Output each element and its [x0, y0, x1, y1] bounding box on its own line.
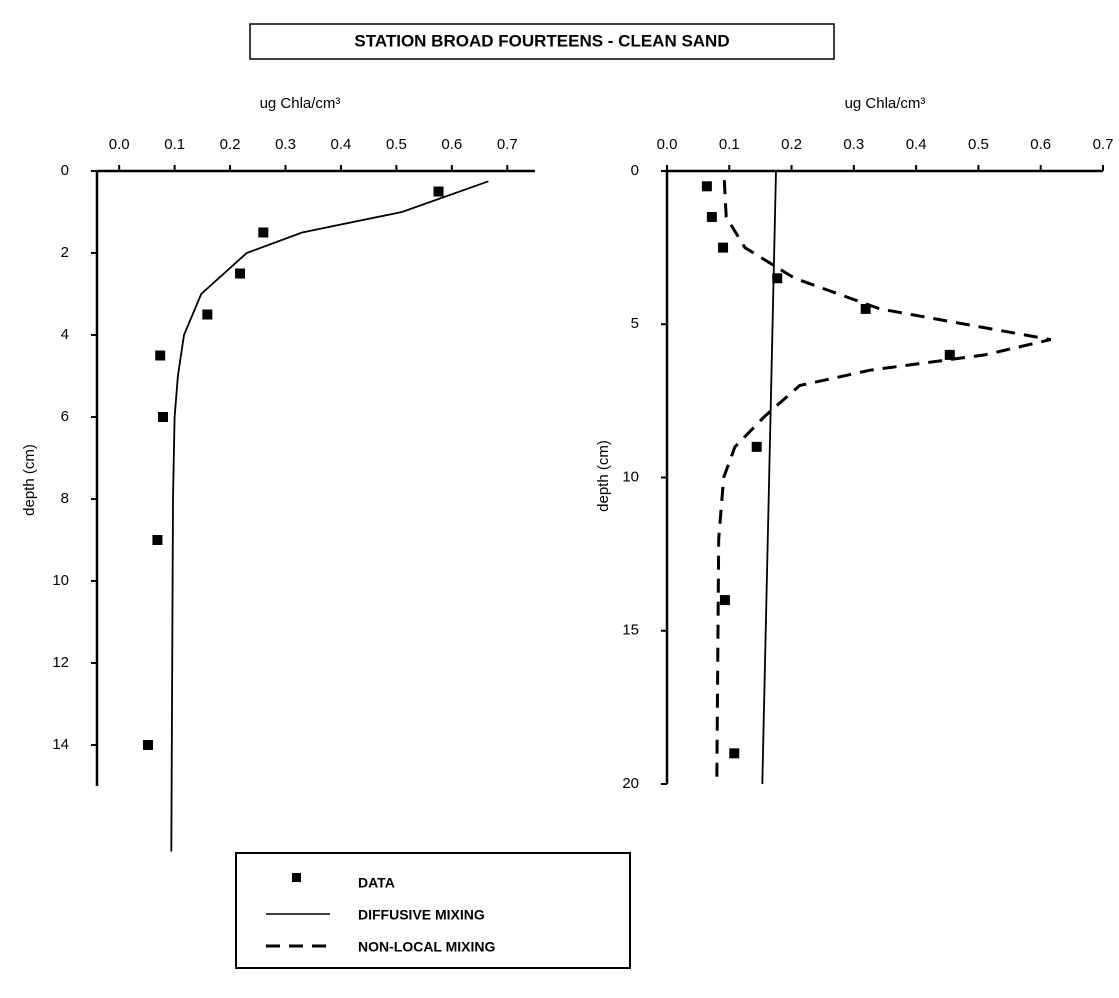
- y-tick-label: 15: [622, 622, 639, 639]
- x-axis-label: ug Chla/cm³: [260, 95, 341, 112]
- x-tick-label: 0.3: [275, 136, 296, 153]
- legend-label: NON-LOCAL MIXING: [358, 939, 496, 955]
- data-point: [152, 535, 163, 545]
- y-tick-label: 10: [622, 468, 639, 485]
- dashed-curve: [715, 180, 1052, 785]
- y-tick-label: 4: [61, 326, 69, 343]
- data-point: [258, 227, 269, 238]
- legend-box: [235, 852, 631, 969]
- x-tick-label: 0.5: [968, 136, 989, 153]
- legend-marker: [292, 873, 301, 882]
- x-tick-label: 0.5: [386, 136, 407, 153]
- y-axis-label: depth (cm): [21, 444, 38, 516]
- figure-title: STATION BROAD FOURTEENS - CLEAN SAND: [354, 31, 729, 50]
- x-tick-label: 0.3: [843, 136, 864, 153]
- legend-label: DATA: [358, 875, 395, 891]
- x-tick-label: 0.7: [497, 136, 518, 153]
- x-tick-label: 0.4: [906, 136, 927, 153]
- data-point: [701, 181, 712, 192]
- x-tick-label: 0.1: [164, 136, 185, 153]
- data-point: [751, 441, 762, 452]
- x-tick-label: 0.4: [331, 136, 352, 153]
- y-tick-label: 2: [61, 244, 69, 261]
- x-tick-label: 0.0: [657, 136, 678, 153]
- x-axis-label: ug Chla/cm³: [845, 95, 926, 112]
- data-point: [202, 309, 213, 320]
- data-point: [143, 740, 154, 750]
- data-point: [433, 186, 444, 197]
- x-tick-label: 0.6: [1030, 136, 1051, 153]
- y-tick-label: 8: [61, 490, 69, 507]
- x-tick-label: 0.2: [781, 136, 802, 153]
- legend-label: DIFFUSIVE MIXING: [358, 907, 485, 923]
- data-point: [157, 412, 168, 422]
- data-point: [155, 350, 166, 361]
- data-point: [718, 242, 729, 253]
- data-point: [719, 595, 730, 606]
- x-tick-label: 0.2: [220, 136, 241, 153]
- x-tick-label: 0.6: [441, 136, 462, 153]
- y-tick-label: 0: [61, 162, 69, 179]
- x-tick-label: 0.0: [109, 136, 130, 153]
- data-point: [729, 748, 740, 759]
- data-point: [772, 273, 783, 284]
- y-tick-label: 6: [61, 408, 69, 425]
- y-tick-label: 0: [631, 162, 639, 179]
- y-axis-label: depth (cm): [595, 440, 612, 512]
- solid-curve: [761, 170, 777, 785]
- y-tick-label: 14: [52, 736, 69, 753]
- data-point: [235, 268, 246, 279]
- solid-curve: [170, 180, 489, 852]
- y-tick-label: 10: [52, 572, 69, 589]
- data-point: [944, 349, 955, 360]
- x-tick-label: 0.1: [719, 136, 740, 153]
- y-tick-label: 5: [631, 315, 639, 332]
- x-tick-label: 0.7: [1093, 136, 1114, 153]
- title-box: [249, 23, 835, 60]
- data-point: [706, 211, 717, 222]
- y-tick-label: 20: [622, 775, 639, 792]
- data-point: [860, 303, 871, 314]
- y-tick-label: 12: [52, 654, 69, 671]
